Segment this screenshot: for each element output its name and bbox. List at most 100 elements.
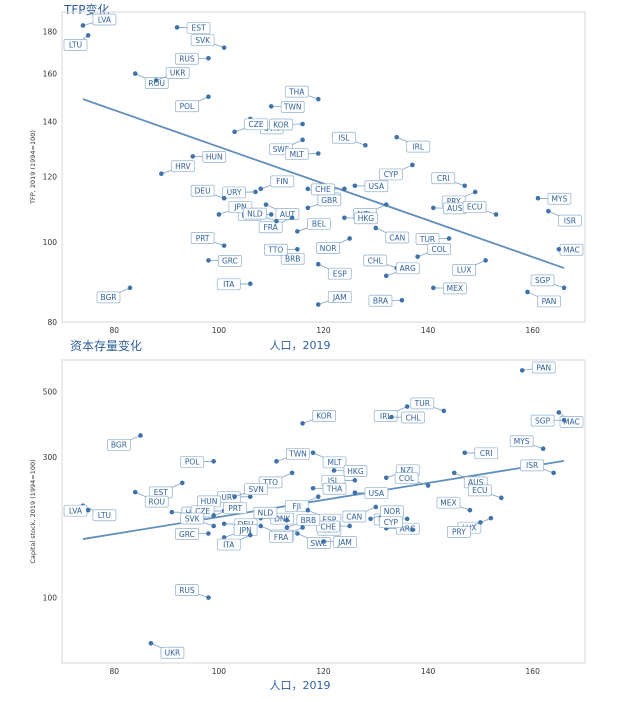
label-box xyxy=(385,231,410,244)
point-label: GRC xyxy=(179,530,195,539)
point-label: UKR xyxy=(170,69,186,78)
label-box xyxy=(322,456,347,469)
point-label: PRT xyxy=(196,234,210,243)
point-label: KOR xyxy=(316,412,332,421)
data-point xyxy=(216,212,222,217)
point-label: JPN xyxy=(238,526,251,535)
point-label: CAN xyxy=(389,233,405,242)
data-point xyxy=(253,189,258,195)
point-label: TUR xyxy=(414,399,430,408)
label-box xyxy=(467,484,492,497)
label-box xyxy=(474,447,499,460)
label-box xyxy=(531,361,556,374)
label-box xyxy=(379,516,403,529)
data-point xyxy=(394,134,400,140)
point-label: FIN xyxy=(276,177,288,186)
point-label: COL xyxy=(431,245,447,254)
data-point xyxy=(305,205,311,211)
data-point xyxy=(300,137,305,143)
point-label: UKR xyxy=(165,649,181,658)
point-label: MLT xyxy=(290,150,305,159)
data-point xyxy=(295,246,300,252)
point-label: ECU xyxy=(467,203,482,212)
data-point xyxy=(347,523,352,529)
x-tick-label: 80 xyxy=(110,326,120,335)
label-box xyxy=(333,536,357,548)
y-tick-label: 120 xyxy=(43,173,58,182)
data-point xyxy=(519,368,525,373)
y-tick-label: 160 xyxy=(43,70,58,79)
data-point xyxy=(404,516,410,522)
data-point xyxy=(462,450,468,456)
label-box xyxy=(284,85,309,98)
point-label: HKG xyxy=(358,214,375,223)
label-box xyxy=(243,207,267,220)
point-label: TTO xyxy=(262,478,278,487)
point-label: USA xyxy=(369,182,385,191)
data-point xyxy=(206,55,211,61)
data-point xyxy=(300,421,305,426)
label-box xyxy=(395,262,420,275)
data-point xyxy=(331,468,337,473)
data-point xyxy=(295,531,300,536)
y-tick-label: 80 xyxy=(47,318,57,327)
point-label: SWE xyxy=(273,145,290,154)
data-point xyxy=(232,129,237,135)
point-label: ARG xyxy=(400,524,416,533)
data-point xyxy=(206,595,211,600)
data-point xyxy=(80,23,86,28)
point-label: CYP xyxy=(384,518,399,527)
data-point xyxy=(258,186,264,192)
point-label: AUS xyxy=(468,478,484,487)
x-tick-label: 100 xyxy=(212,667,227,676)
point-label: PAN xyxy=(542,297,557,306)
data-point xyxy=(310,485,316,491)
label-box xyxy=(406,140,431,153)
point-label: LUX xyxy=(457,266,471,275)
label-box xyxy=(530,414,555,427)
y-tick-label: 180 xyxy=(43,27,58,36)
data-point xyxy=(127,285,133,291)
data-point xyxy=(221,521,227,527)
label-box xyxy=(368,294,393,307)
data-point xyxy=(132,489,138,495)
data-point xyxy=(174,25,180,30)
label-box xyxy=(160,646,185,659)
data-point xyxy=(425,483,431,488)
point-label: RUS xyxy=(179,586,195,595)
data-point xyxy=(389,414,394,420)
point-label: CZE xyxy=(249,120,264,129)
data-point xyxy=(352,490,358,495)
point-label: MEX xyxy=(447,284,463,293)
data-point xyxy=(478,520,483,525)
data-point xyxy=(451,470,457,476)
data-point xyxy=(211,513,216,518)
label-box xyxy=(202,151,227,163)
label-box xyxy=(253,506,278,519)
label-box xyxy=(316,520,340,533)
point-label: ECU xyxy=(472,486,487,495)
point-label: AUT xyxy=(280,210,296,219)
data-point xyxy=(525,289,530,295)
label-box xyxy=(144,495,169,508)
x-tick-label: 140 xyxy=(421,326,436,335)
data-point xyxy=(373,504,379,510)
plot-frame-capital xyxy=(61,359,586,664)
label-box xyxy=(364,180,389,193)
label-box xyxy=(284,500,309,513)
y-tick-label: 100 xyxy=(43,238,58,247)
label-box xyxy=(190,232,215,244)
label-box xyxy=(462,201,487,213)
x-tick-label: 80 xyxy=(110,667,120,676)
label-box xyxy=(307,218,331,230)
data-point xyxy=(556,246,562,252)
point-label: LVA xyxy=(69,506,83,515)
point-label: CYP xyxy=(384,170,399,179)
data-point xyxy=(206,531,211,536)
chart-title-capital: 资本存量变化 xyxy=(70,339,143,353)
label-box xyxy=(180,512,205,525)
label-box xyxy=(270,175,295,188)
point-label: KOR xyxy=(273,120,289,129)
data-point xyxy=(284,517,290,523)
